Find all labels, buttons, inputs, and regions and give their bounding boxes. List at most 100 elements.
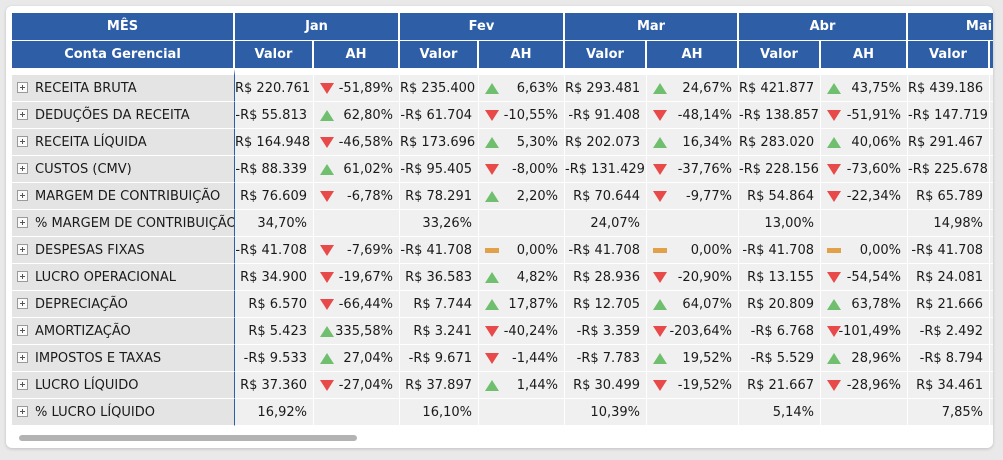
expand-plus-icon[interactable]	[17, 243, 28, 255]
header-month-mai[interactable]: Mai	[908, 13, 993, 41]
valor-cell: -R$ 7.783	[565, 345, 647, 372]
ah-cell: 0,00%	[479, 237, 565, 264]
expand-plus-icon[interactable]	[17, 297, 28, 309]
expand-plus-icon[interactable]	[17, 162, 28, 174]
matrix-grid[interactable]: MÊS Jan Fev Mar Abr Mai Conta Gerencial …	[12, 13, 993, 432]
table-row: LUCRO OPERACIONAL R$ 34.900 -19,67% R$ 36.5…	[12, 264, 993, 291]
valor-cell: R$ 421.877	[739, 69, 821, 102]
ah-cell: 2,20%	[479, 183, 565, 210]
triangle-up-icon	[827, 137, 841, 148]
ah-cell	[990, 291, 993, 318]
triangle-down-icon	[827, 110, 841, 121]
expand-plus-icon[interactable]	[17, 351, 28, 363]
valor-cell: -R$ 9.533	[235, 345, 314, 372]
ah-cell	[990, 102, 993, 129]
triangle-up-icon	[827, 83, 841, 94]
header-ah[interactable]: AH	[647, 41, 739, 69]
expand-plus-icon[interactable]	[17, 189, 28, 201]
ah-cell: -6,78%	[314, 183, 400, 210]
header-valor[interactable]: Valor	[565, 41, 647, 69]
header-ah[interactable]: AH	[479, 41, 565, 69]
ah-cell: 16,34%	[647, 129, 739, 156]
expand-plus-icon[interactable]	[17, 324, 28, 336]
ah-value: -9,77%	[686, 188, 732, 204]
ah-cell	[314, 399, 400, 426]
header-row-dimension[interactable]: MÊS	[12, 13, 235, 41]
matrix-body: RECEITA BRUTA R$ 220.761 -51,89% R$ 235.400…	[12, 69, 993, 426]
header-month-jan[interactable]: Jan	[235, 13, 400, 41]
ah-value: -73,60%	[846, 161, 901, 177]
valor-cell: R$ 37.897	[400, 372, 479, 399]
expand-plus-icon[interactable]	[17, 378, 28, 390]
header-month-fev[interactable]: Fev	[400, 13, 565, 41]
valor-cell: R$ 220.761	[235, 69, 314, 102]
valor-cell: R$ 24.081	[908, 264, 990, 291]
ah-value: -48,14%	[677, 107, 732, 123]
header-ah[interactable]: AH	[821, 41, 908, 69]
triangle-down-icon	[827, 164, 841, 175]
expand-plus-icon[interactable]	[17, 270, 28, 282]
ah-cell	[990, 264, 993, 291]
expand-plus-icon[interactable]	[17, 108, 28, 120]
scrollbar-thumb[interactable]	[19, 435, 357, 441]
ah-value: -27,04%	[338, 377, 393, 393]
expand-plus-icon[interactable]	[17, 216, 28, 228]
ah-cell: 1,44%	[479, 372, 565, 399]
triangle-up-icon	[653, 353, 667, 364]
ah-cell: 63,78%	[821, 291, 908, 318]
account-name: CUSTOS (CMV)	[35, 161, 132, 177]
row-label: MARGEM DE CONTRIBUIÇÃO	[12, 183, 235, 210]
ah-cell: -19,67%	[314, 264, 400, 291]
valor-cell: 7,85%	[908, 399, 990, 426]
expand-plus-icon[interactable]	[17, 81, 28, 93]
expand-plus-icon[interactable]	[17, 405, 28, 417]
account-name: % MARGEM DE CONTRIBUIÇÃO	[35, 215, 235, 231]
ah-cell: 0,00%	[821, 237, 908, 264]
header-ah[interactable]: AH	[990, 41, 993, 69]
valor-cell: -R$ 5.529	[739, 345, 821, 372]
ah-cell: 19,52%	[647, 345, 739, 372]
header-month-mar[interactable]: Mar	[565, 13, 739, 41]
valor-cell: R$ 293.481	[565, 69, 647, 102]
horizontal-scrollbar[interactable]	[12, 434, 993, 442]
valor-cell: R$ 173.696	[400, 129, 479, 156]
row-label: LUCRO LÍQUIDO	[12, 372, 235, 399]
ah-value: -51,91%	[846, 107, 901, 123]
triangle-down-icon	[485, 110, 499, 121]
valor-cell: R$ 30.499	[565, 372, 647, 399]
header-month-abr[interactable]: Abr	[739, 13, 908, 41]
valor-cell: -R$ 41.708	[565, 237, 647, 264]
flat-bar-icon	[827, 248, 841, 253]
header-conta-gerencial[interactable]: Conta Gerencial	[12, 41, 235, 69]
matrix-card: MÊS Jan Fev Mar Abr Mai Conta Gerencial …	[6, 6, 993, 448]
expand-plus-icon[interactable]	[17, 135, 28, 147]
table-row: % MARGEM DE CONTRIBUIÇÃO 34,70% 33,26% 24,0…	[12, 210, 993, 237]
ah-value: -66,44%	[338, 296, 393, 312]
triangle-up-icon	[653, 299, 667, 310]
dre-matrix-table: MÊS Jan Fev Mar Abr Mai Conta Gerencial …	[12, 13, 993, 426]
triangle-down-icon	[827, 191, 841, 202]
header-valor[interactable]: Valor	[739, 41, 821, 69]
valor-cell: R$ 12.705	[565, 291, 647, 318]
ah-cell	[821, 399, 908, 426]
header-valor[interactable]: Valor	[908, 41, 990, 69]
ah-value: 24,67%	[682, 80, 732, 96]
ah-value: 17,87%	[508, 296, 558, 312]
row-label: % LUCRO LÍQUIDO	[12, 399, 235, 426]
triangle-down-icon	[485, 164, 499, 175]
header-valor[interactable]: Valor	[235, 41, 314, 69]
triangle-up-icon	[320, 326, 334, 337]
ah-value: 0,00%	[859, 242, 901, 258]
valor-cell: -R$ 225.678	[908, 156, 990, 183]
header-ah[interactable]: AH	[314, 41, 400, 69]
ah-cell: 5,30%	[479, 129, 565, 156]
ah-cell: -22,34%	[821, 183, 908, 210]
ah-cell: 40,06%	[821, 129, 908, 156]
valor-cell: -R$ 9.671	[400, 345, 479, 372]
valor-cell: 5,14%	[739, 399, 821, 426]
account-name: DEPRECIAÇÃO	[35, 296, 128, 312]
ah-cell	[821, 210, 908, 237]
valor-cell: R$ 439.186	[908, 69, 990, 102]
ah-value: 27,04%	[343, 350, 393, 366]
header-valor[interactable]: Valor	[400, 41, 479, 69]
